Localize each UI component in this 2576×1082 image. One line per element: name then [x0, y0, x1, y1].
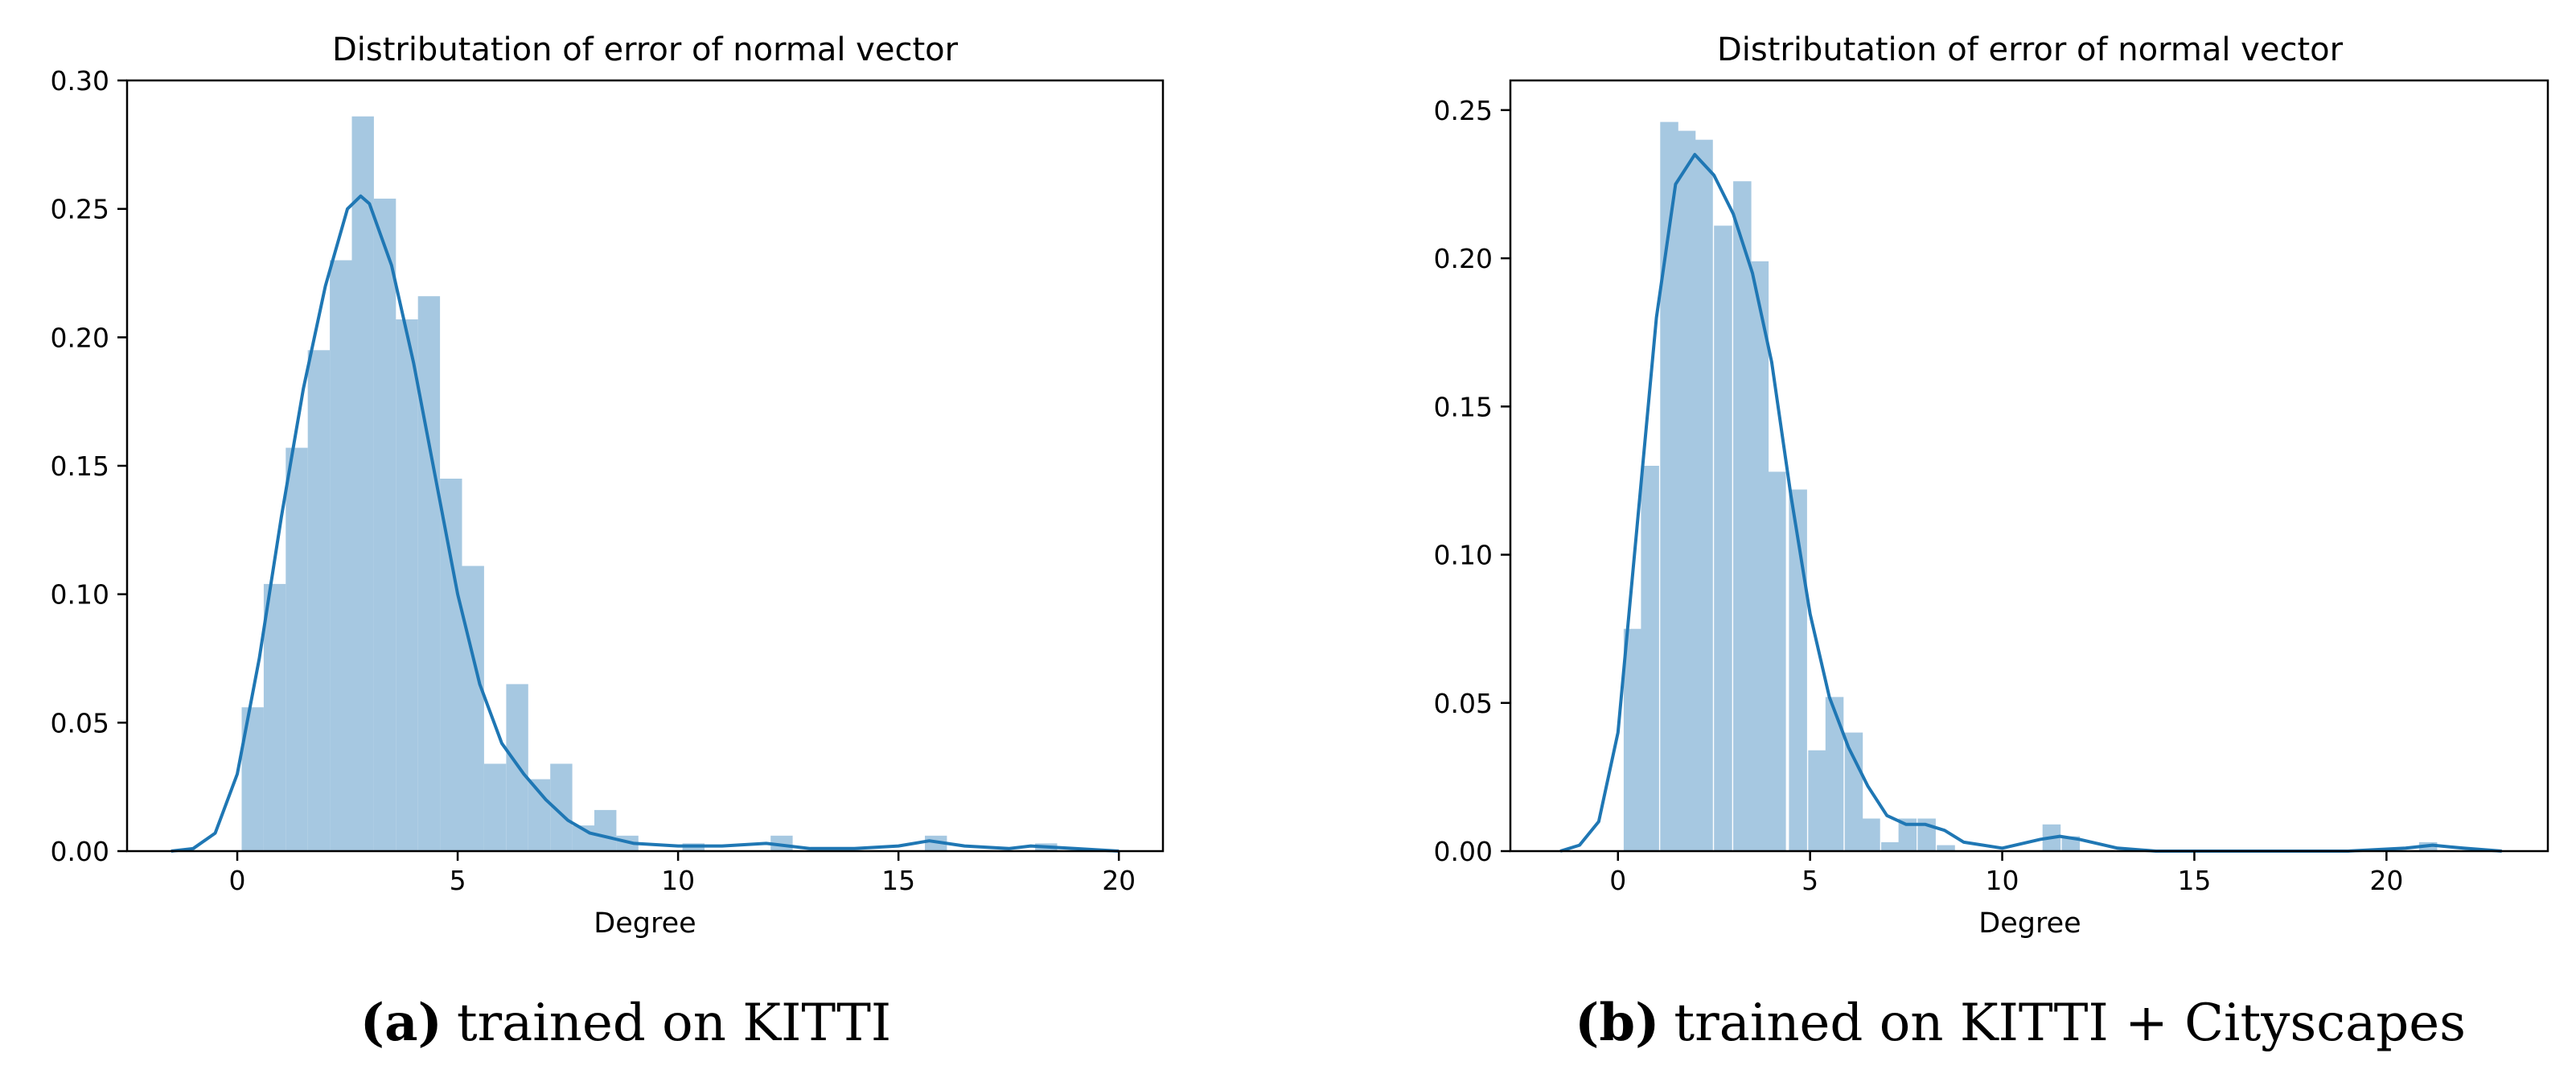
x-tick-label: 5: [450, 865, 466, 896]
histogram-bar-15: [1898, 818, 1917, 851]
histogram-bars: [241, 116, 1058, 851]
histogram-bar-6: [1733, 181, 1752, 852]
histogram-bar-17: [1937, 845, 1955, 851]
x-tick-label: 15: [2177, 865, 2211, 896]
x-tick-label: 0: [229, 865, 246, 896]
histogram-bar-13: [1862, 818, 1880, 851]
y-axis-ticks: 0.00 0.05 0.10 0.15 0.20 0.25: [1434, 95, 1510, 867]
x-axis-label: Degree: [1978, 907, 2081, 940]
caption-text: trained on KITTI: [457, 994, 891, 1053]
axes-frame: [1509, 79, 2549, 853]
x-axis-label: Degree: [594, 907, 696, 940]
x-tick-label: 20: [1102, 865, 1136, 896]
histogram-bar-1: [263, 583, 286, 851]
histogram-bar-4: [330, 260, 352, 851]
caption: (a) trained on KITTI: [360, 993, 891, 1053]
kde-line: [171, 194, 1120, 853]
histogram-bar-7: [396, 319, 418, 851]
chart-title: Distributation of error of normal vector: [332, 31, 959, 68]
histogram-bar-1: [1641, 466, 1659, 851]
kde-curve: [171, 194, 1120, 853]
y-tick-label: 0.20: [1434, 243, 1493, 274]
y-tick-label: 0.10: [51, 579, 109, 611]
y-tick-label: 0.05: [51, 707, 109, 738]
y-tick-label: 0.15: [51, 450, 109, 482]
y-tick-label: 0.05: [1434, 688, 1493, 719]
histogram-bar-4: [1695, 139, 1713, 851]
histogram-bars: [1623, 121, 2438, 852]
x-tick-label: 10: [1986, 865, 2019, 896]
histogram-bar-5: [351, 116, 374, 851]
histogram-bar-8: [1768, 471, 1786, 851]
x-tick-label: 0: [1609, 865, 1626, 896]
histogram-bar-6: [373, 198, 396, 851]
y-tick-label: 0.25: [1434, 95, 1493, 126]
histogram-bar-12: [506, 684, 528, 851]
histogram-bar-10: [1808, 750, 1826, 851]
x-tick-label: 20: [2369, 865, 2403, 896]
y-tick-label: 0.00: [51, 836, 109, 867]
x-tick-label: 15: [881, 865, 915, 896]
caption: (b) trained on KITTI + Cityscapes: [1575, 993, 2466, 1053]
histogram-bar-7: [1750, 261, 1769, 851]
y-tick-label: 0.30: [51, 65, 109, 97]
chart-panel-b: Distributation of error of normal vector…: [1434, 31, 2549, 1053]
histogram-bar-8: [417, 296, 441, 851]
histogram-bar-12: [1844, 732, 1863, 851]
y-tick-label: 0.00: [1434, 836, 1493, 867]
histogram-bar-2: [1660, 121, 1678, 852]
y-tick-label: 0.25: [51, 194, 109, 225]
y-axis-ticks: 0.00 0.05 0.10 0.15 0.20 0.25 0.30: [51, 65, 127, 867]
histogram-bar-3: [1677, 130, 1696, 852]
histogram-bar-9: [1789, 489, 1807, 851]
x-axis-ticks: 0 5 10 15 20: [229, 851, 1136, 896]
x-tick-label: 5: [1802, 865, 1818, 896]
x-tick-label: 10: [661, 865, 695, 896]
y-tick-label: 0.10: [1434, 540, 1493, 571]
histogram-bar-9: [440, 479, 462, 851]
histogram-bar-14: [1881, 841, 1900, 851]
histogram-bar-2: [286, 447, 308, 851]
chart-panel-a: Distributation of error of normal vector…: [51, 31, 1165, 1053]
histogram-bar-10: [462, 566, 484, 851]
caption-letter: (a): [360, 993, 442, 1053]
histogram-bar-11: [1825, 697, 1844, 851]
histogram-bar-5: [1714, 225, 1732, 851]
y-tick-label: 0.15: [1434, 391, 1493, 422]
histogram-bar-16: [594, 809, 617, 851]
chart-title: Distributation of error of normal vector: [1717, 31, 2344, 68]
caption-text: trained on KITTI + Cityscapes: [1674, 994, 2466, 1053]
caption-letter: (b): [1575, 993, 1659, 1053]
histogram-bar-11: [483, 763, 507, 851]
histogram-bar-0: [1623, 628, 1642, 851]
histogram-bar-3: [307, 350, 331, 851]
y-tick-label: 0.20: [51, 322, 109, 353]
x-axis-ticks: 0 5 10 15 20: [1609, 851, 2403, 896]
